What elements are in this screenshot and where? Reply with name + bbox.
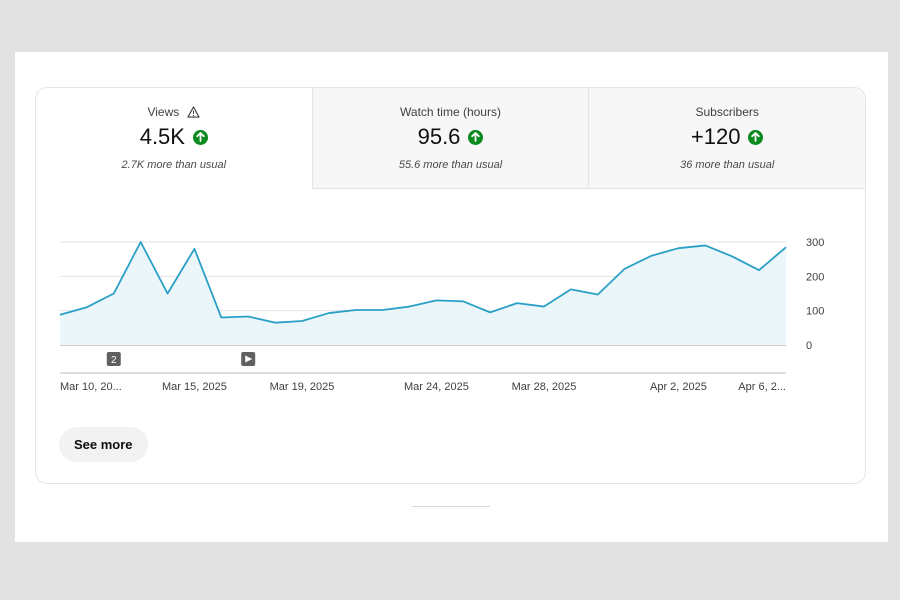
tab-watch-time-note: 55.6 more than usual <box>398 159 503 171</box>
x-tick-label: Mar 24, 2025 <box>404 381 469 393</box>
series-line <box>59 241 787 324</box>
analytics-card: Views 4.5K 2.7K more than usual <box>35 87 866 484</box>
page-background: Views 4.5K 2.7K more than usual <box>15 52 888 542</box>
tab-views-label: Views <box>147 105 180 119</box>
tab-views[interactable]: Views 4.5K 2.7K more than usual <box>36 88 312 189</box>
svg-text:2: 2 <box>111 355 117 366</box>
divider <box>412 506 490 507</box>
arrow-up-circle-icon <box>192 129 208 145</box>
y-tick-label: 300 <box>806 237 824 249</box>
y-tick-label: 0 <box>806 340 812 352</box>
tab-views-value: 4.5K <box>139 124 185 149</box>
tab-subscribers[interactable]: Subscribers +120 36 more than usual <box>588 88 865 189</box>
tab-views-note: 2.7K more than usual <box>121 159 227 171</box>
tab-watch-time-value: 95.6 <box>417 124 461 149</box>
x-tick-label: Mar 28, 2025 <box>512 381 577 393</box>
x-tick-label: Apr 2, 2025 <box>650 381 707 393</box>
tab-watch-time-label: Watch time (hours) <box>400 105 501 119</box>
y-tick-label: 100 <box>806 306 824 318</box>
play-icon[interactable] <box>241 352 256 366</box>
views-chart[interactable]: 300 200 100 0 2 Mar 10, 20... Mar 15, 2025 Mar … <box>36 189 865 409</box>
tab-subscribers-label: Subscribers <box>695 105 759 119</box>
metric-tabs: Views 4.5K 2.7K more than usual <box>36 88 865 189</box>
views-chart-svg: 300 200 100 0 2 Mar 10, 20... Mar 15, 2025 Mar … <box>59 237 824 393</box>
see-more-button[interactable]: See more <box>59 427 148 462</box>
x-tick-label: Apr 6, 2... <box>738 381 786 393</box>
tab-watch-time[interactable]: Watch time (hours) 95.6 55.6 more than u… <box>311 88 589 189</box>
tab-subscribers-note: 36 more than usual <box>680 159 775 171</box>
arrow-up-circle-icon <box>748 129 764 145</box>
tab-subscribers-value: +120 <box>690 124 741 149</box>
x-tick-label: Mar 10, 20... <box>60 381 122 393</box>
series-area <box>60 242 786 345</box>
arrow-up-circle-icon <box>468 129 484 145</box>
x-tick-label: Mar 19, 2025 <box>270 381 335 393</box>
y-tick-label: 200 <box>806 271 824 283</box>
x-tick-label: Mar 15, 2025 <box>162 381 227 393</box>
count-badge[interactable]: 2 <box>106 352 121 366</box>
warning-triangle-icon[interactable] <box>187 106 200 118</box>
